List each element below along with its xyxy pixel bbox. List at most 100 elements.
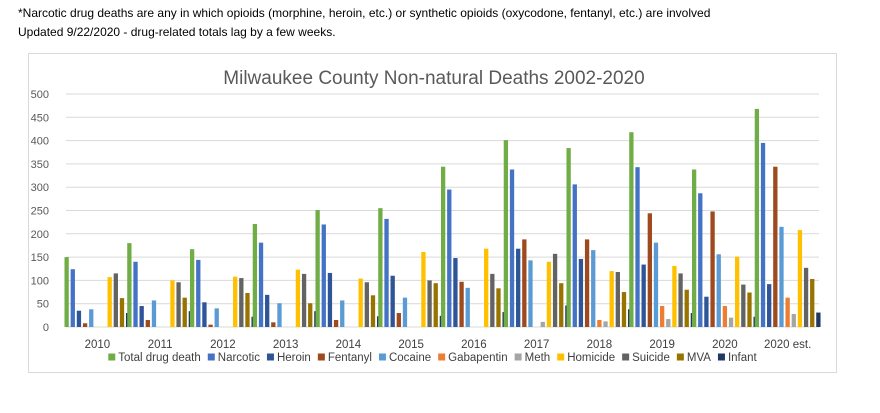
bar-cocaine-2019 (653, 242, 659, 327)
bar-total-drug-death-2018 (566, 148, 571, 327)
x-category-label: 2015 (398, 339, 424, 351)
bar-narcotic-2016 (447, 189, 452, 327)
bar-narcotic-2020-est- (760, 142, 766, 327)
legend-swatch (378, 353, 386, 361)
bar-suicide-2017 (552, 253, 558, 327)
y-tick-label: 100 (31, 275, 49, 287)
bar-suicide-2012 (239, 278, 244, 327)
bar-narcotic-2015 (384, 218, 389, 327)
bar-cocaine-2020 (716, 254, 721, 327)
legend-label: Heroin (277, 352, 311, 364)
bar-narcotic-2012 (196, 259, 201, 327)
x-category-label: 2020 est. (764, 339, 811, 351)
bar-heroin-2012 (202, 302, 207, 327)
bar-suicide-2020 (741, 284, 746, 327)
legend-label: Total drug death (118, 352, 200, 364)
bar-mva-2020 (747, 292, 752, 327)
chart-title: Milwaukee County Non-natural Deaths 2002… (223, 68, 644, 89)
x-axis-categories: 2010 2011 2012 2013 2014 2015 2016 2017 2018 2019… (85, 339, 812, 351)
legend-swatch (266, 353, 274, 361)
bar-suicide-2015 (427, 280, 432, 327)
bar-gabapentin-2018 (597, 320, 602, 327)
bar-narcotic-2013 (258, 242, 264, 327)
legend-item: Meth (514, 352, 550, 364)
legend-swatch (557, 353, 565, 361)
bar-mva-2020-est- (810, 279, 815, 327)
legend-swatch (438, 353, 446, 361)
bar-cocaine-2012 (214, 308, 219, 327)
bar-fentanyl-2015 (396, 313, 401, 327)
legend-swatch (207, 353, 215, 361)
legend-swatch (514, 353, 522, 361)
bar-fentanyl-2020-est- (773, 166, 778, 327)
bar-narcotic-2010 (70, 269, 75, 327)
bar-gabapentin-2019 (659, 306, 665, 327)
legend-item: MVA (676, 352, 711, 364)
bar-meth-2018 (603, 321, 608, 327)
bar-heroin-2014 (327, 272, 333, 327)
bar-homicide-2013 (295, 269, 301, 327)
y-tick-label: 50 (37, 299, 49, 311)
bar-homicide-2018 (609, 271, 614, 327)
bar-fentanyl-2020 (710, 211, 715, 327)
bar-fentanyl-2014 (333, 320, 339, 327)
bar-total-drug-death-2012 (189, 249, 195, 327)
bar-homicide-2017 (546, 261, 552, 327)
bar-suicide-2014 (364, 282, 369, 327)
bar-cocaine-2011 (151, 300, 157, 327)
chart-container: Milwaukee County Non-natural Deaths 2002… (28, 53, 837, 373)
legend-item: Homicide (557, 352, 615, 364)
bar-infant-2020-est- (816, 312, 821, 327)
x-category-label: 2020 (712, 339, 738, 351)
bar-mva-2011 (182, 297, 187, 327)
bar-cocaine-2013 (277, 303, 282, 327)
bar-homicide-2020-est- (797, 230, 803, 327)
legend-item: Narcotic (207, 352, 260, 364)
bar-meth-2017 (540, 321, 545, 327)
bar-homicide-2012 (233, 276, 238, 327)
legend-item: Gabapentin (438, 352, 508, 364)
bar-heroin-2020-est- (767, 284, 772, 327)
bar-heroin-2013 (265, 294, 270, 327)
x-category-label: 2014 (336, 339, 362, 351)
bar-narcotic-2017 (509, 169, 515, 327)
y-tick-label: 450 (31, 112, 49, 124)
bar-fentanyl-2016 (459, 281, 464, 327)
legend-item: Fentanyl (317, 352, 372, 364)
x-category-label: 2018 (587, 339, 613, 351)
legend-item: Total drug death (108, 352, 201, 364)
bar-total-drug-death-2013 (252, 224, 258, 327)
legend-swatch (622, 353, 630, 361)
legend-swatch (717, 353, 725, 361)
bar-total-drug-death-2017 (503, 140, 509, 327)
bar-mva-2017 (559, 283, 564, 327)
bar-cocaine-2015 (402, 297, 408, 327)
bar-fentanyl-2017 (522, 239, 527, 327)
y-tick-label: 200 (31, 229, 49, 241)
bar-gabapentin-2020 (722, 306, 728, 327)
legend-label: Gabapentin (448, 352, 507, 364)
y-tick-label: 400 (31, 136, 49, 148)
bar-meth-2019 (666, 319, 671, 327)
bar-homicide-2010 (107, 277, 112, 327)
y-tick-label: 150 (31, 252, 49, 264)
bar-narcotic-2019 (635, 167, 640, 327)
bar-gabapentin-2020-est- (785, 297, 790, 327)
y-tick-label: 300 (31, 182, 49, 194)
bar-total-drug-death-2020-est- (754, 108, 760, 327)
legend-item: Suicide (622, 352, 670, 364)
bar-mva-2018 (621, 292, 627, 327)
bar-homicide-2015 (421, 251, 426, 327)
bar-total-drug-death-2019 (629, 132, 634, 327)
legend-item: Heroin (266, 352, 311, 364)
bar-cocaine-2016 (465, 287, 470, 327)
bar-fentanyl-2019 (647, 213, 652, 327)
bar-heroin-2017 (516, 248, 521, 327)
x-category-label: 2012 (210, 339, 236, 351)
legend-swatch (676, 353, 684, 361)
legend-label: Infant (728, 352, 758, 364)
bar-suicide-2011 (176, 282, 181, 327)
bar-mva-2015 (433, 283, 438, 327)
bar-cocaine-2018 (591, 250, 596, 327)
bar-homicide-2020 (735, 256, 740, 327)
